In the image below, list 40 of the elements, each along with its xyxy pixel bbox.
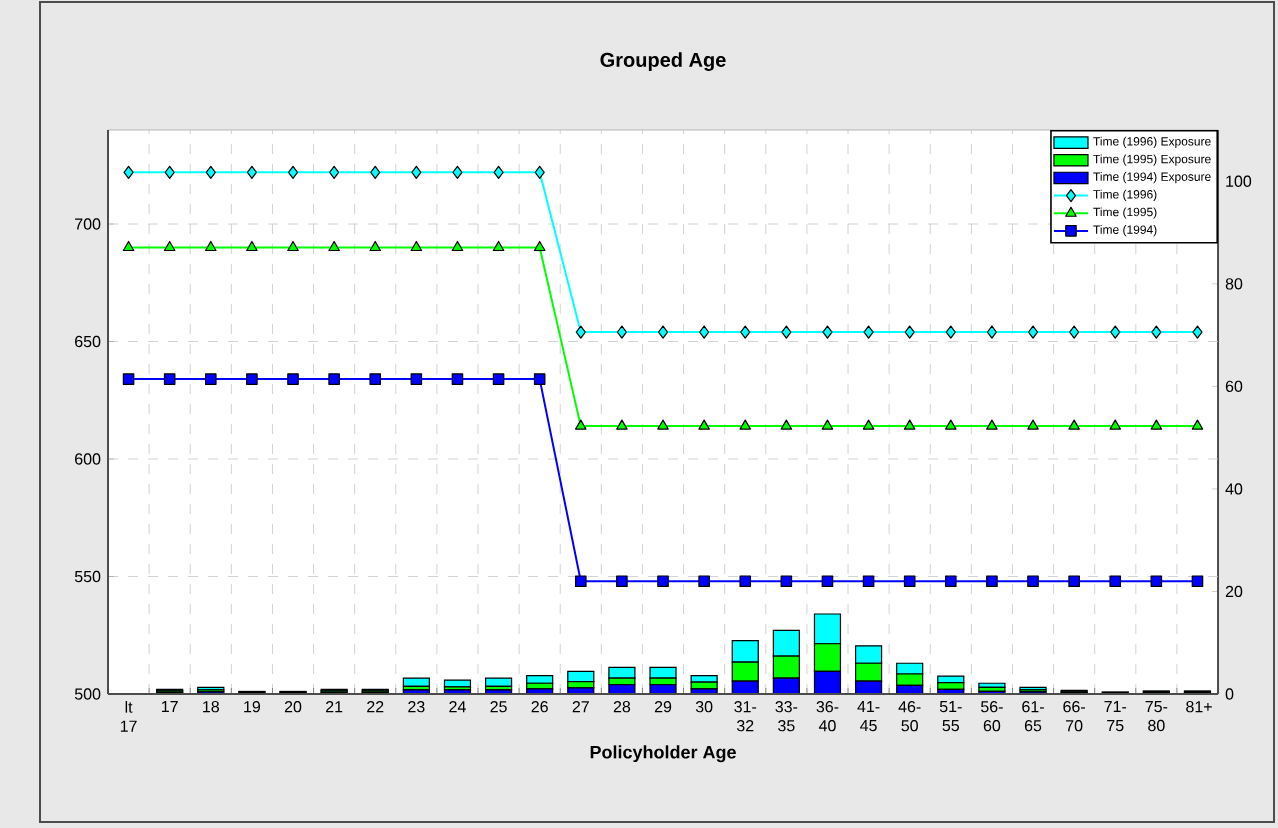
x-tick-label: 28 [613,701,631,713]
x-tick-label: lt 17 [120,701,137,732]
x-tick-label: 18 [203,701,219,713]
x-tick-label: 24 [449,701,466,713]
y2-tick-label: 60 [1225,380,1243,393]
x-tick-label: 19 [244,701,261,713]
x-tick-label: 25 [490,701,507,713]
x-tick-label: 61-65 [1022,701,1044,732]
x-tick-label: 33-35 [775,701,798,732]
x-tick-label: 71-75 [1104,701,1127,732]
x-tick-label: 29 [654,701,672,713]
y2-tick-label: 80 [1225,278,1243,290]
y-tick-label: 650 [75,335,101,348]
x-tick-label: 23 [408,701,425,713]
y2-tick-label: 100 [1226,175,1252,187]
x-tick-label: 46-50 [898,701,921,732]
x-tick-label: 56-60 [981,701,1003,732]
y2-tick-label: 40 [1225,483,1243,495]
x-tick-label: 30 [695,701,713,713]
x-tick-label: 41-45 [857,701,880,732]
x-tick-label: 31-32 [734,701,757,732]
y2-tick-label: 0 [1225,688,1234,700]
x-axis-title: Policyholder Age [590,745,736,763]
y-tick-label: 500 [74,688,101,700]
chart-title: Grouped Age [600,52,726,72]
x-tick-label: 22 [367,701,384,713]
x-tick-label: 51-55 [939,701,962,732]
x-tick-label: 17 [162,701,178,713]
x-tick-label: 27 [572,701,589,713]
x-tick-label: 21 [326,701,343,713]
x-tick-label: 75-80 [1145,701,1168,732]
y2-tick-label: 20 [1225,585,1243,598]
x-tick-label: 36-40 [816,701,839,732]
x-tick-label: 20 [284,701,302,713]
x-tick-label: 81+ [1186,701,1212,713]
y-tick-label: 700 [75,218,101,230]
y-tick-label: 550 [74,570,101,583]
x-tick-label: 66-70 [1063,701,1085,732]
y-tick-label: 600 [75,453,101,465]
x-tick-label: 26 [531,701,548,713]
